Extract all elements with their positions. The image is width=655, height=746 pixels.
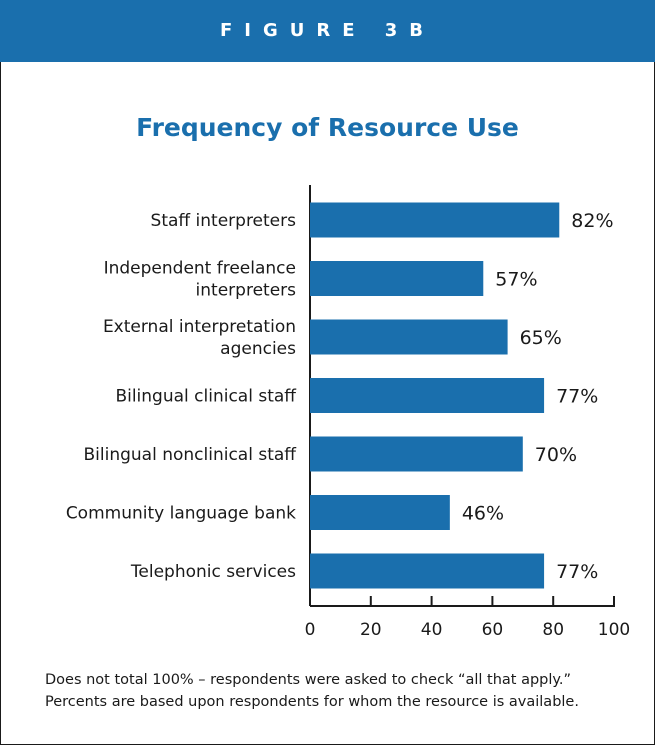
bar bbox=[310, 495, 450, 530]
category-label: Staff interpreters bbox=[151, 211, 297, 231]
x-tick-label: 20 bbox=[360, 620, 382, 640]
bar-value-label: 46% bbox=[462, 503, 504, 525]
bar-value-label: 77% bbox=[556, 561, 598, 583]
bar bbox=[310, 202, 560, 238]
x-tick-label: 60 bbox=[482, 620, 504, 640]
figure-label: FIGURE 3B bbox=[219, 20, 436, 41]
bar bbox=[310, 378, 545, 413]
category-label: Bilingual nonclinical staff bbox=[84, 445, 298, 465]
category-label: Telephonic services bbox=[130, 562, 296, 582]
bar bbox=[310, 261, 484, 296]
category-label: Community language bank bbox=[66, 504, 296, 524]
category-label: interpreters bbox=[196, 281, 297, 301]
category-label: agencies bbox=[220, 339, 296, 359]
footnote-line-1: Does not total 100% – respondents were a… bbox=[45, 672, 572, 688]
footnote: Does not total 100% – respondents were a… bbox=[45, 669, 645, 713]
category-label: Independent freelance bbox=[104, 259, 296, 279]
bar bbox=[310, 319, 508, 355]
bar-value-label: 82% bbox=[571, 210, 613, 232]
bar-value-label: 57% bbox=[495, 269, 537, 291]
bar-value-label: 70% bbox=[535, 444, 577, 466]
bar bbox=[310, 436, 523, 472]
x-tick-label: 100 bbox=[598, 620, 630, 640]
category-label: Bilingual clinical staff bbox=[115, 387, 297, 407]
chart-title: Frequency of Resource Use bbox=[136, 113, 519, 142]
bar-value-label: 77% bbox=[556, 386, 598, 408]
bar-value-label: 65% bbox=[520, 327, 562, 349]
x-tick-label: 80 bbox=[542, 620, 564, 640]
bar bbox=[310, 553, 545, 589]
x-tick-label: 0 bbox=[305, 620, 316, 640]
footnote-line-2: Percents are based upon respondents for … bbox=[45, 694, 579, 710]
category-label: External interpretation bbox=[103, 317, 296, 337]
x-tick-label: 40 bbox=[421, 620, 443, 640]
figure-banner: FIGURE 3B bbox=[0, 0, 655, 62]
